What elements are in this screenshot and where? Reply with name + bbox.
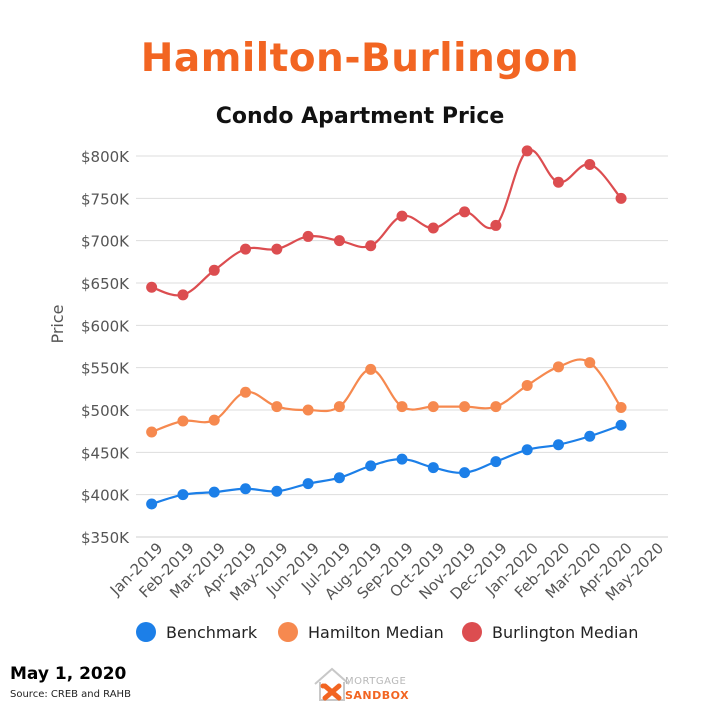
legend-marker (462, 622, 482, 642)
data-point (208, 486, 220, 498)
data-point (177, 289, 189, 301)
chart-title: Hamilton-Burlingon (140, 36, 580, 81)
data-point (521, 145, 533, 157)
data-point (240, 243, 252, 255)
data-point (333, 401, 345, 413)
series-line (151, 424, 622, 506)
y-tick-label: $750K (81, 190, 130, 208)
series-line (151, 358, 622, 434)
data-point (302, 404, 314, 416)
data-point (490, 219, 502, 231)
data-point (271, 243, 283, 255)
data-point (396, 210, 408, 222)
y-axis-label: Price (48, 304, 67, 343)
data-point (146, 498, 158, 510)
data-point (333, 472, 345, 484)
y-tick-label: $450K (81, 444, 130, 462)
y-tick-label: $500K (81, 402, 130, 420)
data-point (615, 401, 627, 413)
y-tick-label: $600K (81, 317, 130, 335)
data-point (365, 240, 377, 252)
data-point (552, 439, 564, 451)
y-axis-tick-labels: $800K $750K $700K $650K $600K $550K $500K $450K… (81, 148, 130, 547)
source-note: Source: CREB and RAHB (10, 689, 131, 700)
y-tick-label: $400K (81, 487, 130, 505)
data-point (146, 426, 158, 438)
data-point (490, 401, 502, 413)
data-point (459, 401, 471, 413)
data-point (584, 357, 596, 369)
data-point (427, 462, 439, 474)
data-point (615, 192, 627, 204)
data-point (615, 419, 627, 431)
logo-text-sandbox: SANDBOX (345, 689, 410, 702)
legend-label: Benchmark (166, 623, 258, 642)
legend-marker (136, 622, 156, 642)
data-point (552, 176, 564, 188)
mortgage-sandbox-logo: MORTGAGE SANDBOX (312, 662, 412, 708)
data-point (396, 453, 408, 465)
y-tick-label: $650K (81, 275, 130, 293)
data-point (177, 415, 189, 427)
data-point (521, 444, 533, 456)
data-point (490, 456, 502, 468)
legend-marker (278, 622, 298, 642)
data-point (584, 158, 596, 170)
logo-text-mortgage: MORTGAGE (345, 676, 407, 687)
series (146, 145, 627, 510)
data-point (552, 361, 564, 373)
legend-label: Hamilton Median (308, 623, 444, 642)
y-tick-label: $800K (81, 148, 130, 166)
series-benchmark (146, 419, 627, 510)
y-tick-label: $350K (81, 529, 130, 547)
legend-label: Burlington Median (492, 623, 638, 642)
data-point (208, 414, 220, 426)
data-point (240, 386, 252, 398)
data-point (240, 483, 252, 495)
data-point (146, 281, 158, 293)
data-point (427, 401, 439, 413)
chart-subtitle: Condo Apartment Price (215, 104, 505, 129)
data-point (365, 363, 377, 375)
series-hamilton-median (146, 357, 627, 438)
data-point (427, 222, 439, 234)
data-point (177, 489, 189, 501)
data-point (208, 264, 220, 276)
legend: Benchmark Hamilton Median Burlington Media… (136, 622, 638, 642)
y-tick-label: $700K (81, 233, 130, 251)
data-point (302, 478, 314, 490)
data-point (333, 235, 345, 247)
y-tick-label: $550K (81, 360, 130, 378)
data-point (302, 230, 314, 242)
x-axis-tick-labels: Jan-2019Feb-2019Mar-2019Apr-2019May-2019… (106, 539, 667, 604)
series-burlington-median (146, 145, 627, 301)
report-date: May 1, 2020 (10, 664, 127, 684)
data-point (521, 379, 533, 391)
series-line (151, 148, 622, 297)
data-point (396, 401, 408, 413)
data-point (271, 401, 283, 413)
data-point (459, 467, 471, 479)
house-logo-icon (314, 667, 350, 701)
data-point (584, 430, 596, 442)
data-point (365, 460, 377, 472)
data-point (271, 485, 283, 497)
data-point (459, 206, 471, 218)
